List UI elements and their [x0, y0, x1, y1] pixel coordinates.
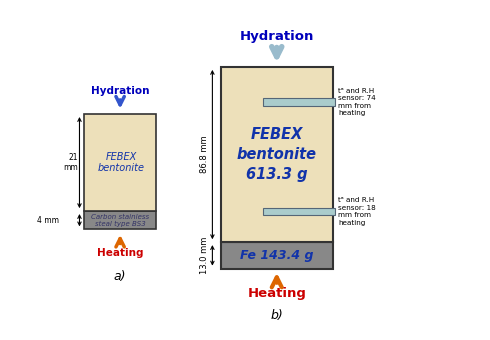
Text: a): a) — [114, 270, 126, 283]
Bar — [84, 114, 156, 211]
Text: Carbon stainless
steal type BS3: Carbon stainless steal type BS3 — [91, 214, 149, 227]
Bar — [84, 211, 156, 229]
Text: b): b) — [270, 309, 283, 322]
Text: FEBEX
bentonite
613.3 g: FEBEX bentonite 613.3 g — [237, 127, 317, 182]
Text: 4 mm: 4 mm — [37, 216, 59, 225]
Bar — [263, 98, 335, 106]
Text: 86.8 mm: 86.8 mm — [200, 136, 209, 173]
Bar — [220, 67, 333, 242]
Text: 21
mm: 21 mm — [63, 153, 77, 172]
Text: Fe 143.4 g: Fe 143.4 g — [240, 249, 314, 262]
Text: tᵃ and R.H
sensor: 18
mm from
heating: tᵃ and R.H sensor: 18 mm from heating — [339, 197, 376, 226]
Text: tᵃ and R.H
sensor: 74
mm from
heating: tᵃ and R.H sensor: 74 mm from heating — [339, 88, 376, 116]
Bar — [263, 208, 335, 215]
Text: Heating: Heating — [97, 248, 144, 258]
Text: 13.0 mm: 13.0 mm — [200, 237, 209, 274]
Bar — [220, 242, 333, 269]
Text: Hydration: Hydration — [240, 30, 314, 44]
Text: Hydration: Hydration — [91, 86, 149, 96]
Text: Heating: Heating — [247, 287, 306, 300]
Text: FEBEX
bentonite: FEBEX bentonite — [98, 152, 145, 173]
